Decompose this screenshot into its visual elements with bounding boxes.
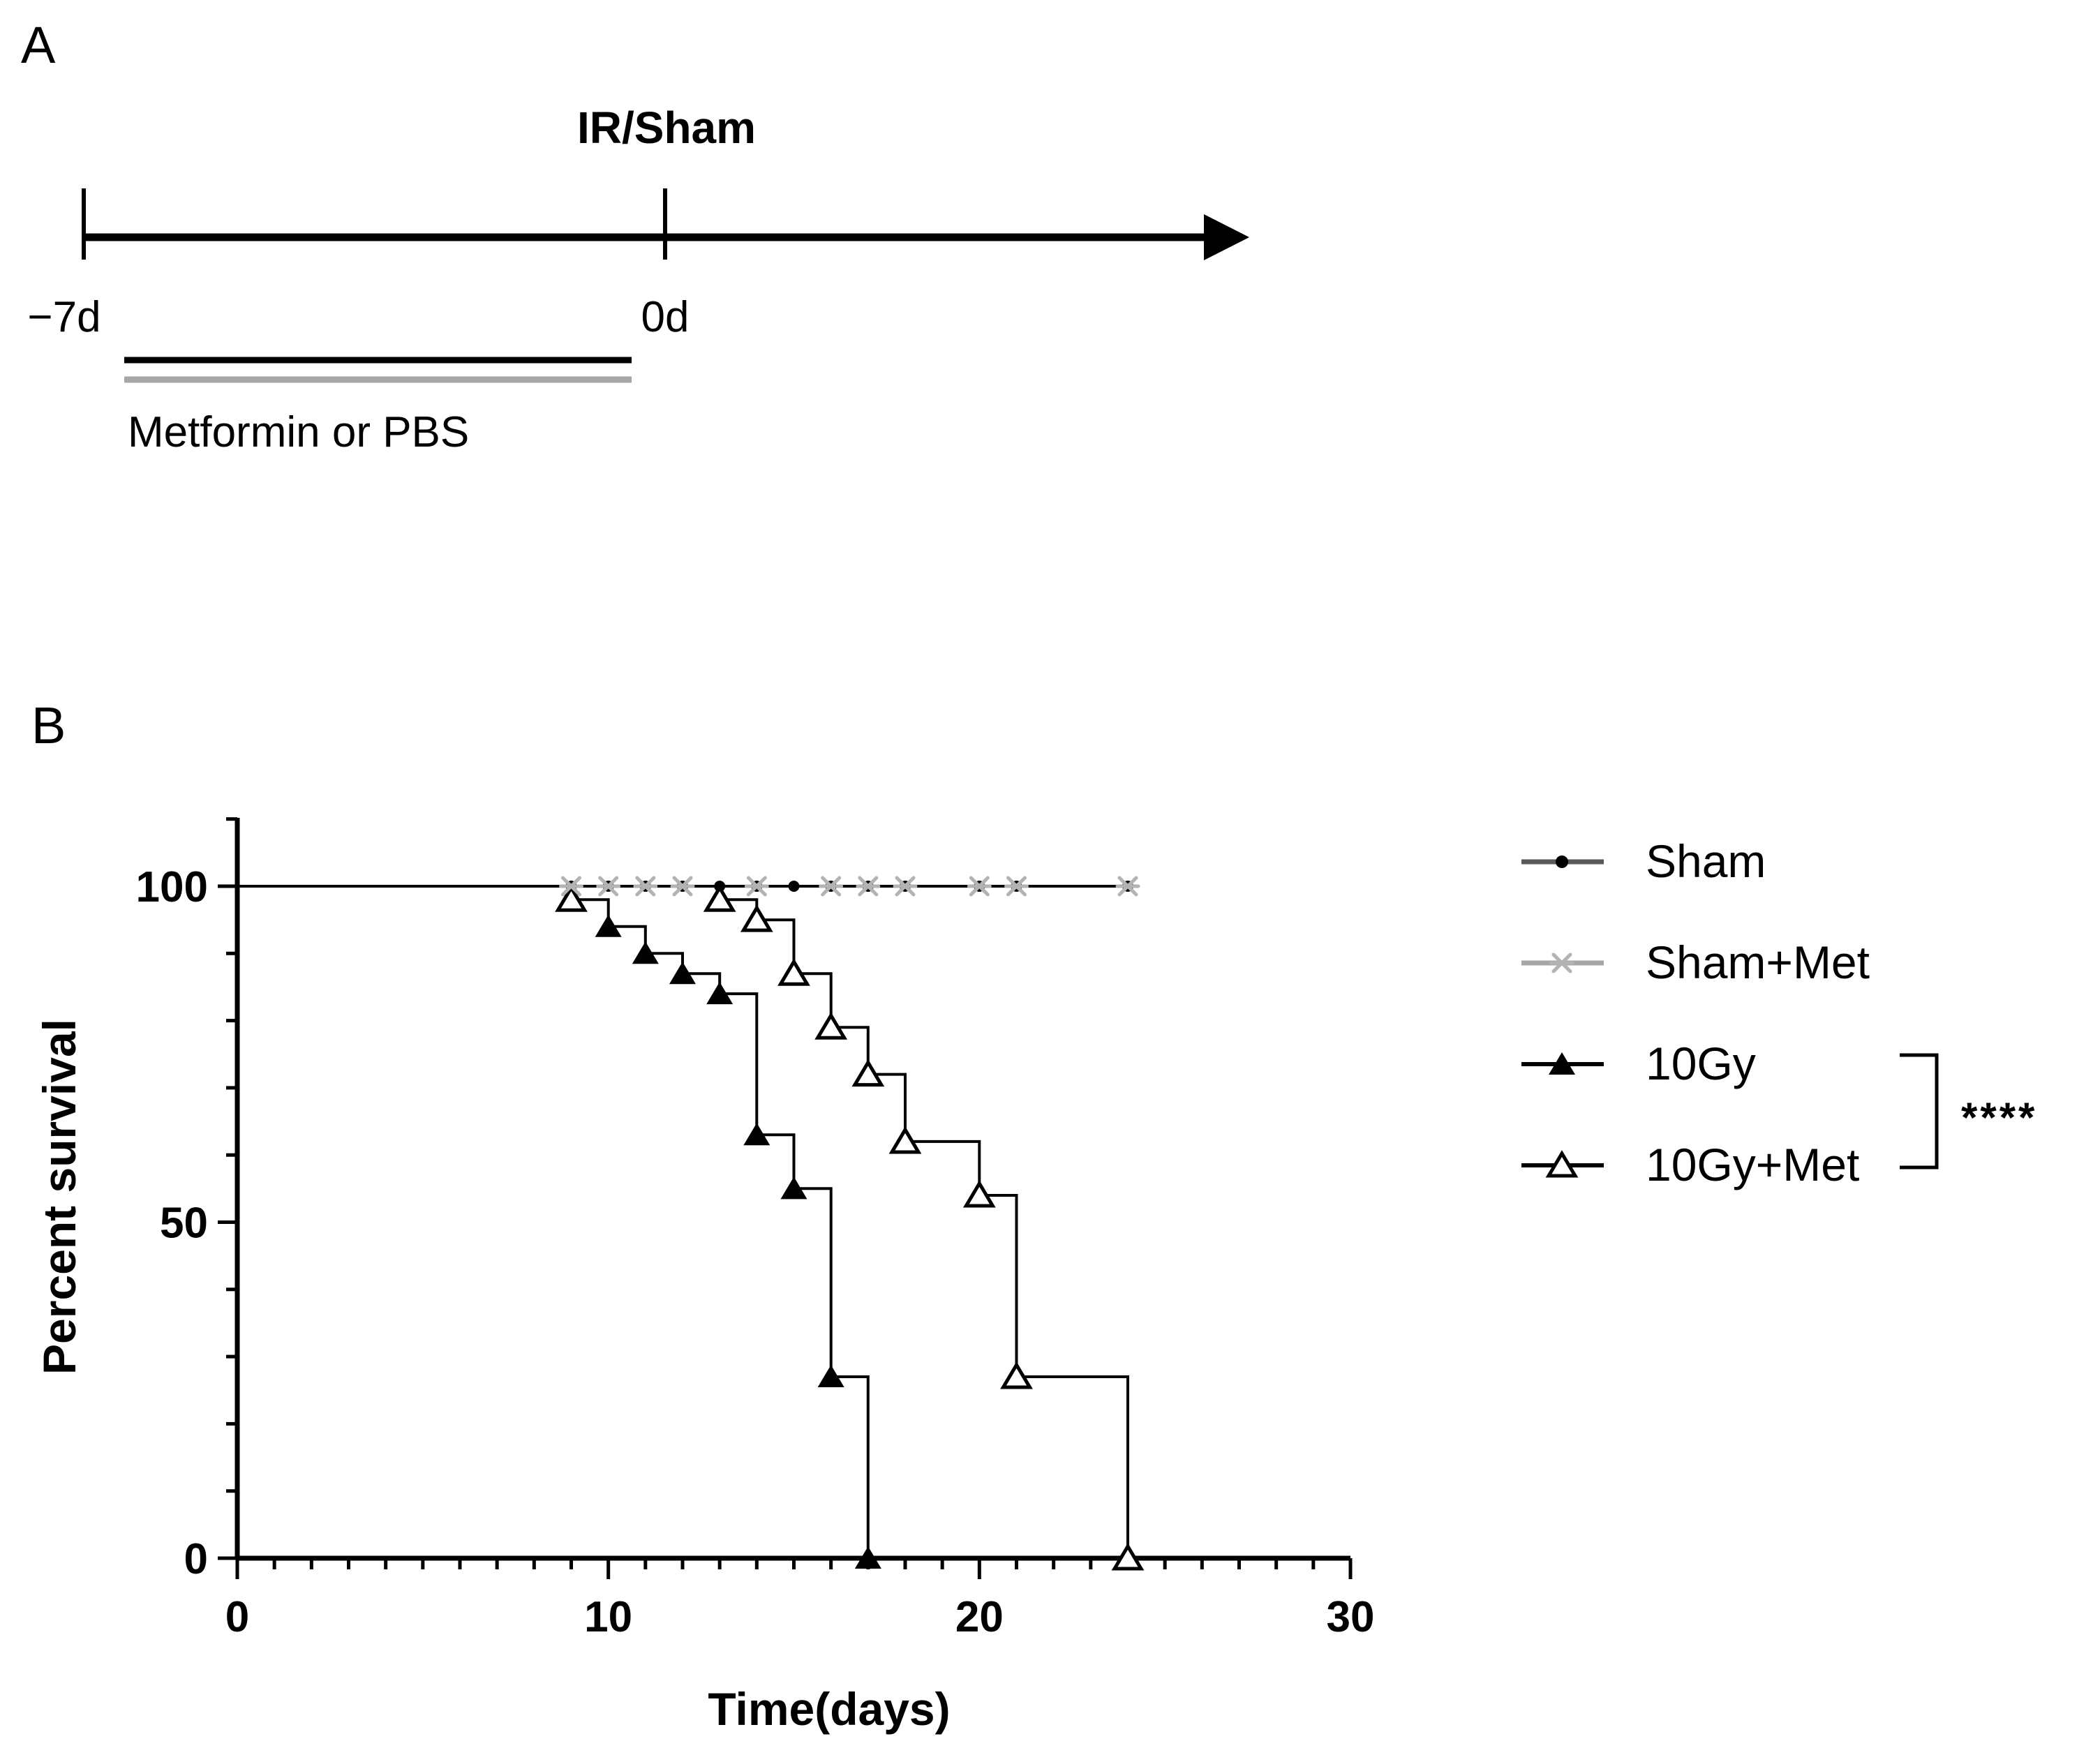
legend-label-10gy-met: 10Gy+Met: [1646, 1139, 1859, 1190]
legend-item-10gy: 10Gy: [1521, 1038, 1756, 1089]
marker-sham-met: [1006, 878, 1027, 895]
significance-bracket: [1900, 1053, 1939, 1170]
marker-sham-met: [1117, 878, 1138, 895]
marker-sham: [788, 881, 800, 892]
timeline-zero-label: 0d: [641, 293, 690, 341]
panel-b: B 0 50 100 0 10 20 30 Time(days) Percent survi…: [31, 696, 2037, 1735]
axes: 0 50 100 0 10 20 30: [136, 817, 1375, 1641]
x-tick-label: 10: [584, 1593, 632, 1641]
legend-marker-sham: [1556, 856, 1568, 868]
marker-sham-met: [635, 878, 656, 895]
x-tick-label: 30: [1327, 1593, 1375, 1641]
legend-label-sham-met: Sham+Met: [1646, 936, 1870, 988]
legend-item-10gy-met: 10Gy+Met: [1521, 1139, 1859, 1190]
panel-a: A IR/Sham −7d 0d Metformin or PBS: [21, 16, 1249, 456]
marker-sham-met: [672, 878, 693, 895]
y-tick-label: 100: [136, 863, 208, 911]
survival-curves: [237, 878, 1141, 1569]
y-axis-title: Percent survival: [33, 1019, 85, 1375]
panel-b-letter: B: [31, 696, 66, 754]
curve-10gy-met: [237, 885, 1129, 1558]
marker-sham-met: [821, 878, 842, 895]
y-tick-label: 0: [184, 1535, 208, 1583]
legend-item-sham: Sham: [1521, 835, 1766, 887]
panel-a-letter: A: [21, 16, 56, 74]
legend-label-10gy: 10Gy: [1646, 1038, 1756, 1089]
marker-sham-met: [895, 878, 916, 895]
legend-item-sham-met: Sham+Met: [1521, 936, 1870, 988]
x-tick-label: 20: [955, 1593, 1004, 1641]
marker-sham-met: [969, 878, 990, 895]
marker-sham-met: [598, 878, 619, 895]
timeline-start-label: −7d: [27, 293, 100, 341]
y-tick-label: 50: [160, 1200, 208, 1248]
x-axis-title: Time(days): [708, 1683, 950, 1735]
timeline-event-label: IR/Sham: [577, 103, 756, 153]
significance-label: ****: [1961, 1094, 2037, 1141]
curve-10gy: [237, 885, 870, 1558]
timeline-arrowhead: [1204, 214, 1249, 260]
marker-sham-met: [746, 878, 767, 895]
x-tick-label: 0: [225, 1593, 249, 1641]
legend: Sham Sham+Met 10Gy 10Gy+Met ****: [1521, 835, 2037, 1190]
treatment-label: Metformin or PBS: [128, 408, 469, 456]
marker-sham-met: [858, 878, 879, 895]
legend-label-sham: Sham: [1646, 835, 1766, 887]
legend-marker-sham-met: [1551, 955, 1572, 971]
